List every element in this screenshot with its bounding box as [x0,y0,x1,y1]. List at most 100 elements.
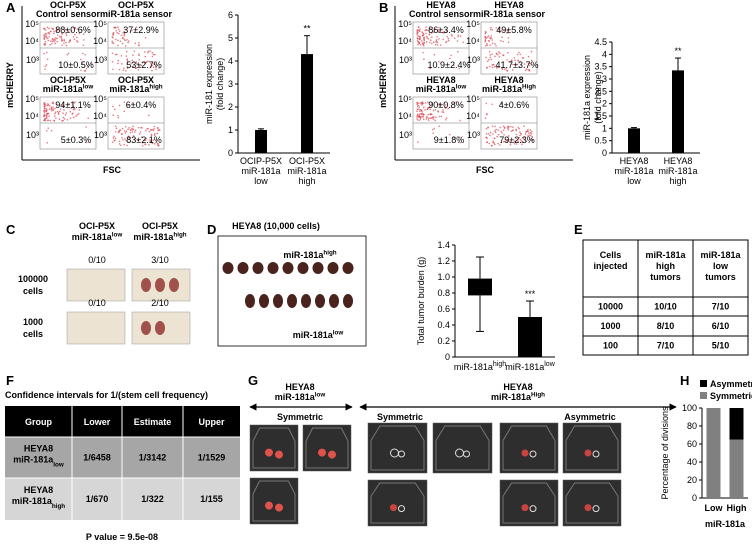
event-dot [46,142,49,144]
event-dot [432,116,434,119]
event-dot [436,44,439,46]
cell [592,505,600,513]
event-dot [499,144,501,146]
event-dot [494,55,496,58]
percentage-label: 10.9±2.4% [428,60,471,70]
event-dot [138,44,140,46]
event-dot [421,115,423,118]
event-dot [117,26,119,29]
event-dot [462,41,465,44]
event-dot [527,128,529,131]
panel-label: C [6,222,16,237]
event-dot [132,61,135,63]
tumor [155,278,165,292]
table-title: Confidence intervals for 1/(stem cell fr… [5,390,208,400]
event-dot [439,44,442,46]
event-dot [506,126,509,128]
event-dot [146,27,148,29]
y-axis-title: Total tumor burden (g) [416,257,426,346]
event-dot [126,58,129,60]
event-dot [492,133,494,135]
event-dot [58,103,61,106]
event-dot [455,101,458,103]
event-dot [80,69,82,72]
panel-label: E [574,222,583,237]
event-dot [122,36,124,39]
event-dot [486,141,488,144]
event-dot [73,108,76,110]
event-dot [501,36,503,39]
event-dot [442,109,444,111]
event-dot [90,62,93,65]
percentage-label: 94±1.1% [55,100,90,110]
tumor [141,278,151,292]
row-label-line: 1000 [23,317,43,327]
x-tick-label-line: high [298,176,315,186]
event-dot [486,112,488,115]
y-tick-label: 20 [687,475,697,485]
event-dot [521,57,524,59]
cell [318,448,326,457]
event-dot [152,139,154,142]
event-dot [432,31,435,33]
event-dot [443,102,446,104]
x-tick-label: Low [705,503,724,513]
decade-label: 10³ [399,55,412,65]
table-header-line: miR-181a [645,250,686,260]
tumor [245,294,255,308]
event-dot [87,117,89,120]
cell [584,504,592,512]
percentage-label: 4±0.6% [499,100,529,110]
tumor [282,262,294,274]
event-dot [85,141,88,144]
table-header: Lower [84,417,111,427]
event-dot [419,108,421,111]
event-dot [427,114,429,116]
event-dot [116,62,119,65]
y-tick-label: 1 [228,125,233,135]
event-dot [493,65,496,68]
event-dot [421,102,424,104]
event-dot [65,34,68,36]
event-dot [442,38,444,41]
event-dot [69,117,72,119]
panel-title: HEYA8 (10,000 cells) [232,221,320,231]
event-dot [456,50,459,53]
event-dot [62,112,64,115]
y-tick-label: 1.2 [437,256,450,266]
event-dot [416,102,419,104]
event-dot [50,129,53,132]
event-dot [442,31,444,34]
event-dot [44,65,47,68]
event-dot [150,134,153,137]
event-dot [127,104,129,107]
plot-title-sup: high [149,83,162,90]
event-dot [421,104,423,106]
event-dot [434,108,437,111]
event-dot [134,42,137,45]
event-dot [111,141,114,143]
event-dot [491,29,494,31]
event-dot [484,41,487,43]
group-title-sup: High [531,391,545,398]
panel-label: B [379,0,388,15]
event-dot [484,44,487,47]
column-header: miR-181alow [72,231,123,242]
event-dot [427,119,430,121]
event-dot [49,119,52,122]
event-dot [113,108,116,111]
plot-title: HEYA8 [426,75,455,85]
table-header: Upper [198,417,225,427]
event-dot [427,37,430,40]
event-dot [153,143,156,145]
event-dot [114,125,117,127]
event-dot [423,36,425,39]
event-dot [438,115,441,118]
tumor-photo [217,235,367,347]
cell [265,501,273,510]
event-dot [507,126,510,128]
x-tick-label-line: miR-181a [614,166,653,176]
event-dot [48,105,51,107]
decade-label: 10⁵ [398,94,412,104]
event-dot [45,104,47,107]
